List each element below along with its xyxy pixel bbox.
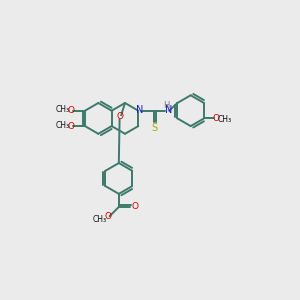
Text: N: N: [136, 105, 143, 115]
Text: O: O: [67, 106, 74, 115]
Text: O: O: [67, 122, 74, 130]
Text: N: N: [165, 105, 172, 115]
Text: O: O: [213, 114, 220, 123]
Text: S: S: [152, 123, 158, 133]
Text: CH₃: CH₃: [55, 121, 69, 130]
Text: O: O: [131, 202, 139, 211]
Text: CH₃: CH₃: [218, 116, 232, 124]
Text: H: H: [164, 101, 170, 110]
Text: CH₃: CH₃: [92, 215, 106, 224]
Text: O: O: [116, 112, 123, 121]
Text: CH₃: CH₃: [55, 105, 69, 114]
Text: O: O: [104, 212, 112, 221]
